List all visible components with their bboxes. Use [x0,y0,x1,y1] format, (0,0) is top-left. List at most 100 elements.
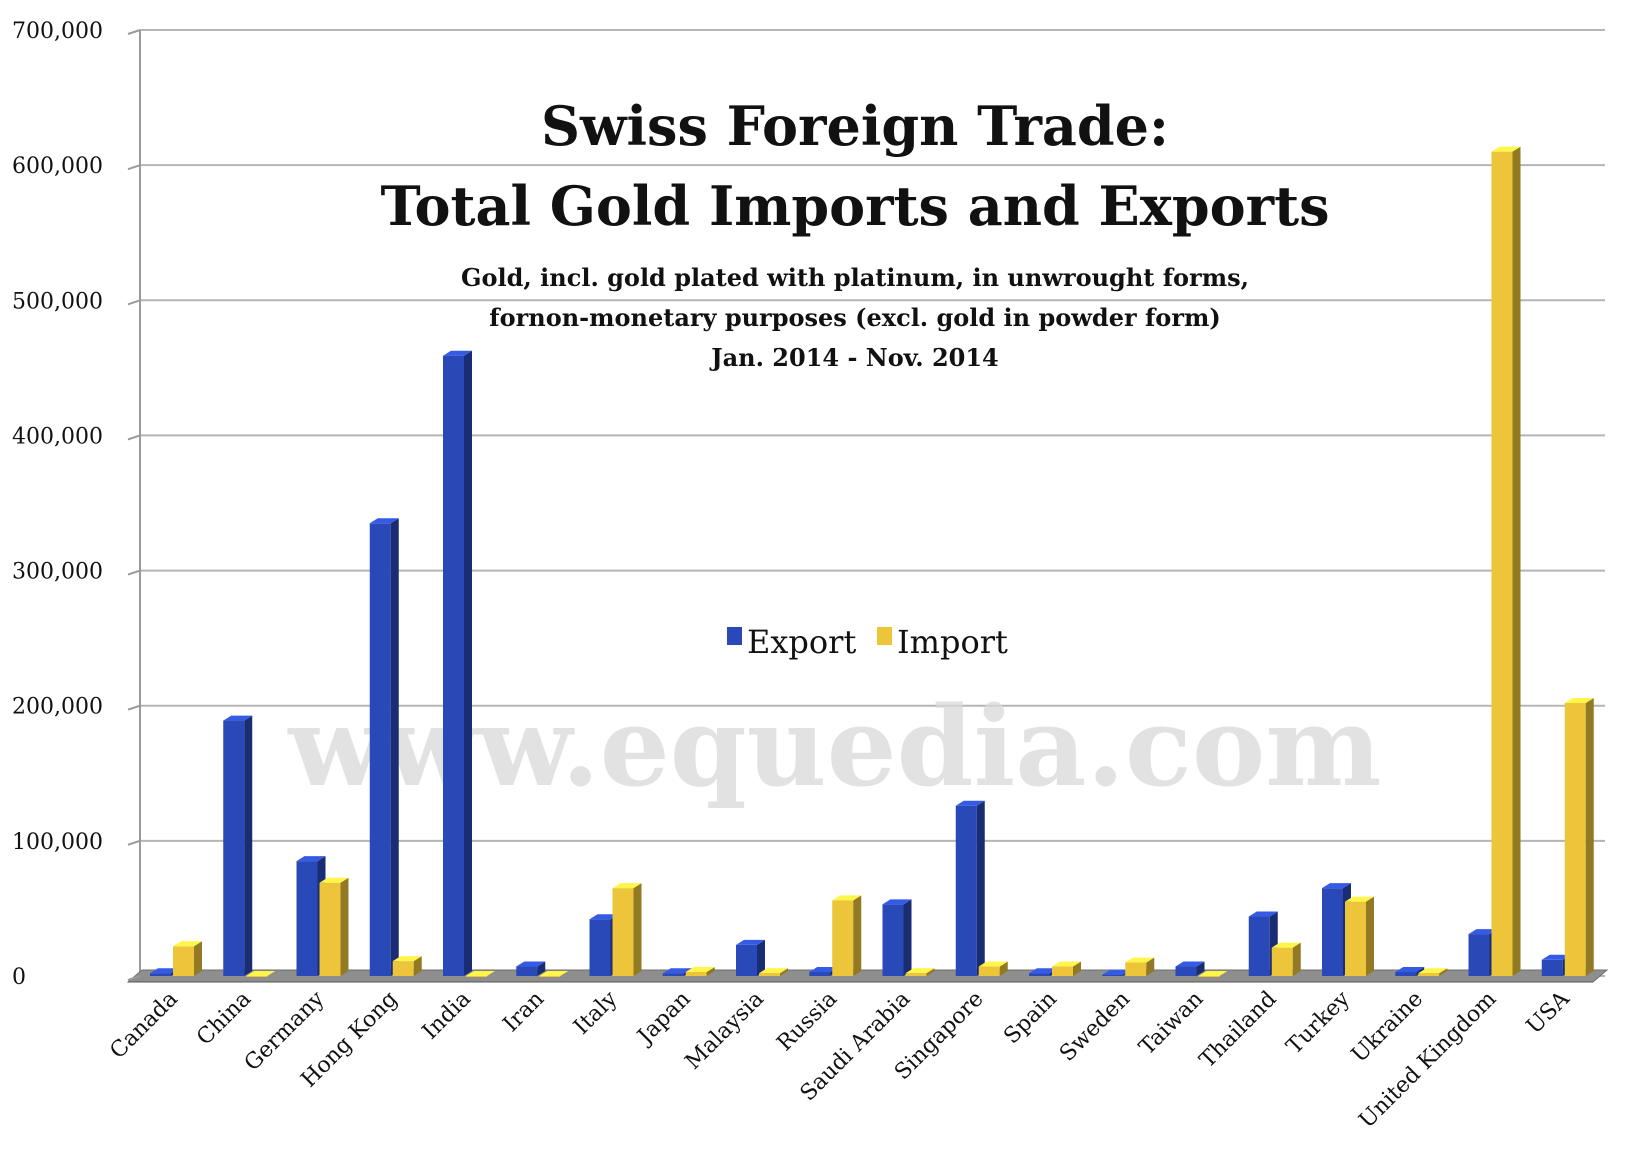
chart-title-line2: Total Gold Imports and Exports [381,174,1330,238]
bar-top [1468,929,1498,935]
y-tick-label: 500,000 [12,289,103,314]
bar-top [685,966,715,972]
bar-side [244,715,253,976]
x-tick-label: Iran [499,987,550,1038]
axes [126,29,1609,983]
bar-front [589,919,611,976]
bar-import [1491,146,1521,977]
bar-top [516,961,546,967]
bar-import [685,966,715,976]
x-tick-label: Thailand [1195,987,1282,1074]
bar-top [662,968,692,974]
bar-export [223,715,253,976]
bar-front [1564,703,1586,976]
y-tick-label: 300,000 [12,560,103,585]
bar-front [882,904,904,976]
bar-top [1102,969,1132,975]
bar-front [1125,962,1147,976]
bar-front [173,946,194,976]
y-tick-mark [127,975,141,981]
bar-front [1198,976,1220,977]
bar-side [853,895,862,976]
y-tick-mark [127,839,141,846]
chart-subtitle-line2: fornon-monetary purposes (excl. gold in … [489,303,1220,332]
x-tick-label: Sweden [1055,987,1135,1067]
bar-import [173,941,202,976]
x-tick-label: Spain [999,987,1062,1050]
y-tick-label: 100,000 [12,830,103,855]
bar-top [319,877,349,883]
bar-top [1248,911,1278,917]
bar-import [1125,957,1155,976]
bar-top [978,961,1008,967]
bar-front [150,973,171,976]
bar-export [882,899,912,976]
bar-front [443,355,464,976]
bar-side [1585,698,1594,976]
bar-top [905,968,935,974]
bar-front [662,973,684,976]
y-tick-mark [127,569,141,576]
bar-front [1271,947,1293,976]
y-tick-label: 400,000 [12,424,103,449]
bar-side [976,800,985,976]
bar-top [832,895,862,901]
bar-front [516,966,538,976]
bar-front [832,900,854,976]
bar-top [1029,968,1058,974]
bar-import [1418,968,1448,976]
y-tick-mark [127,299,141,306]
bar-top [1125,957,1155,963]
chart-subtitle-line1: Gold, incl. gold plated with platinum, i… [461,263,1249,292]
bar-front [392,961,414,976]
bar-front [539,976,561,977]
y-tick-label: 0 [12,965,26,990]
bar-import [246,971,276,977]
chart-subtitle-line3: Jan. 2014 - Nov. 2014 [709,343,999,372]
y-tick-mark [127,29,141,35]
x-tick-label: Taiwan [1135,987,1209,1061]
legend-swatch-export [727,627,742,645]
chart-title: Swiss Foreign Trade: [541,94,1169,158]
x-tick-label: Japan [632,987,696,1051]
legend-label-export: Export [747,623,856,661]
bar-front [369,523,391,976]
bar-top [466,971,495,976]
bar-top [443,350,472,356]
bar-top [1052,961,1081,967]
bar-top [1198,971,1228,976]
bar-front [736,944,757,976]
bar-side [390,518,399,976]
bar-import [466,971,495,977]
bar-front [1395,971,1417,976]
y-tick-mark [127,704,141,711]
bar-front [1102,974,1124,976]
y-tick-label: 600,000 [12,154,103,179]
bar-top [246,971,276,976]
bar-front [1175,966,1197,976]
bar-side [1073,961,1081,976]
bar-front [1052,966,1073,976]
legend: Export Import [727,623,1008,661]
bar-export [955,800,985,976]
bar-import [1564,698,1594,976]
legend-label-import: Import [897,623,1008,661]
bar-side [1146,957,1155,976]
bar-top [1418,968,1448,974]
bar-top [882,899,912,905]
bar-side [706,966,715,976]
x-tick-label: Italy [569,986,623,1040]
bar-front [612,888,634,976]
bar-top [1541,954,1571,960]
bar-top [612,883,642,889]
bar-top [150,968,179,974]
x-tick-label: Turkey [1282,986,1355,1059]
bar-import [759,968,788,976]
bar-top [223,715,253,721]
y-tick-label: 200,000 [12,695,103,720]
bar-front [685,971,707,976]
bar-top [539,971,569,976]
bar-front [1248,916,1270,976]
